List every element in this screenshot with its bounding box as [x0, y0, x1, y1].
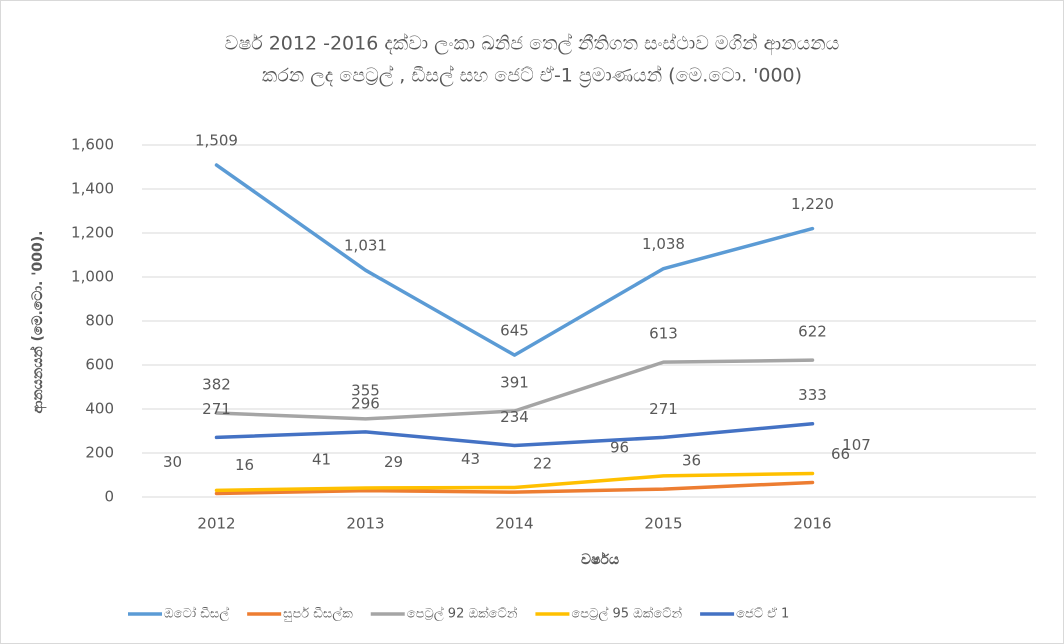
- data-label: 107: [842, 436, 871, 454]
- data-label: 271: [649, 400, 678, 418]
- y-tick-label: 400: [85, 400, 114, 418]
- y-tick-label: 1,200: [71, 224, 114, 242]
- data-label: 645: [500, 322, 529, 340]
- series-line: [214, 480, 815, 496]
- data-label: 1,509: [195, 132, 238, 150]
- data-label: 622: [798, 323, 827, 341]
- data-label: 391: [500, 373, 529, 391]
- y-tick-label: 0: [104, 488, 114, 506]
- x-axis-title: වර්ෂය: [581, 551, 619, 568]
- legend-label: සුපර් ඩීසල්ක: [283, 605, 353, 621]
- x-tick-label: 2014: [495, 515, 533, 533]
- y-tick-label: 600: [85, 356, 114, 374]
- x-tick-label: 2013: [346, 515, 384, 533]
- y-tick-label: 1,000: [71, 268, 114, 286]
- chart-title: වර්ෂ 2012 -2016 දක්වා ලංකා ඛනිජ තෙල් නීත…: [225, 32, 840, 55]
- x-tick-label: 2015: [644, 515, 682, 533]
- y-tick-label: 1,400: [71, 180, 114, 198]
- legend-label: පෙට්‍රල් 95 ඔක්ටේන්: [571, 605, 682, 621]
- data-label: 234: [500, 408, 529, 426]
- series-line: [214, 163, 815, 357]
- chart-subtitle: කරන ලද පෙට්‍රල් , ඩීසල් සහ ජෙට් ඒ-1 ප්‍ර…: [262, 64, 802, 87]
- data-label: 382: [202, 375, 231, 393]
- x-tick-label: 2012: [197, 515, 235, 533]
- x-tick-label: 2016: [793, 515, 831, 533]
- data-label: 613: [649, 325, 678, 343]
- series-line: [214, 471, 815, 493]
- data-label: 355: [351, 381, 380, 399]
- data-label: 36: [682, 452, 701, 470]
- data-label: 16: [235, 456, 254, 474]
- legend-label: ජෙට් ඒ 1: [736, 606, 789, 622]
- series-line: [214, 421, 815, 448]
- data-label: 29: [384, 453, 403, 471]
- data-label: 333: [798, 386, 827, 404]
- data-label: 41: [312, 450, 331, 468]
- y-tick-label: 800: [85, 312, 114, 330]
- y-tick-label: 200: [85, 444, 114, 462]
- data-label: 1,031: [344, 237, 387, 255]
- data-label: 22: [533, 455, 552, 473]
- data-label: 66: [831, 445, 850, 463]
- data-label: 1,220: [791, 195, 834, 213]
- series-line: [214, 358, 815, 421]
- y-tick-label: 1,600: [71, 136, 114, 154]
- data-label: 96: [610, 438, 629, 456]
- data-label: 271: [202, 400, 231, 418]
- legend-label: ඔටෝ ඩීසල්: [164, 605, 229, 621]
- data-label: 43: [461, 450, 480, 468]
- data-label: 30: [163, 453, 182, 471]
- y-axis-title: ආනයනයන් (මෙ.ටො. '000).: [29, 231, 47, 414]
- legend-label: පෙට්‍රල් 92 ඔක්ටේන්: [407, 605, 518, 621]
- data-label: 1,038: [642, 235, 685, 253]
- data-label: 296: [351, 394, 380, 412]
- legend: ඔටෝ ඩීසල් සුපර් ඩීසල්ක පෙට්‍රල් 92 ඔක්ටේන්…: [128, 605, 789, 622]
